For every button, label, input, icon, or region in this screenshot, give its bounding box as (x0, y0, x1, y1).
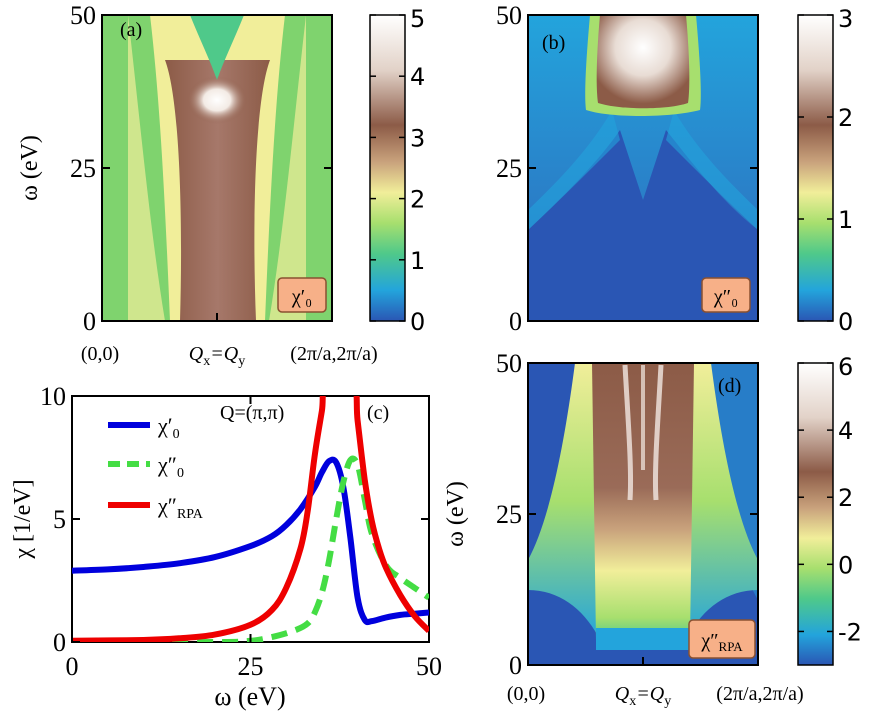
panel-c-legend: χ′0 χ″0 χ″RPA (108, 413, 204, 522)
xtick-label-start: (0,0) (507, 683, 545, 705)
colorbar-label: 3 (838, 5, 853, 33)
ytick-label: 25 (70, 154, 96, 183)
series-line-2 (72, 396, 429, 642)
panel-d-label: (d) (718, 375, 741, 397)
panel-c-label: (c) (367, 402, 389, 424)
panel-b-colorbar: 0 1 2 3 (797, 5, 853, 336)
panel-a-heatmap (101, 14, 333, 322)
series-line-0 (72, 456, 429, 626)
colorbar-label: 1 (410, 247, 425, 275)
panel-a-ylabel: ω (eV) (17, 135, 43, 201)
panel-a-yticks: 0 25 50 (70, 1, 332, 336)
colorbar-label: -2 (838, 618, 862, 646)
xtick-label-end: (2π/a,2π/a) (716, 683, 803, 705)
panel-c-annotation: Q=(π,π) (220, 402, 284, 424)
colorbar-label: 0 (410, 308, 425, 336)
colorbar-label: 0 (838, 308, 853, 336)
panel-c-frame (71, 395, 430, 643)
panel-b-label: (b) (542, 32, 565, 54)
panel-d-ylabel: ω (eV) (443, 481, 469, 547)
colorbar-label: 1 (838, 206, 853, 234)
panel-b-inset-label: χ″₀ (713, 286, 738, 308)
ytick-label: 5 (53, 505, 66, 534)
panel-c-ticks: 0 25 50 0 5 10 (40, 382, 442, 681)
panel-b-yticks: 0 25 50 (496, 1, 758, 336)
ytick-label: 0 (509, 651, 522, 680)
panel-d-yticks: 0 25 50 (496, 349, 758, 680)
panel-d-colorbar: -2 0 2 4 6 (797, 353, 862, 666)
xtick-label: 50 (416, 652, 442, 681)
xtick-label: 25 (238, 652, 264, 681)
ytick-label: 10 (40, 382, 66, 411)
colorbar-label: 2 (838, 104, 853, 132)
xtick-label-mid: Qx=Qy (615, 683, 671, 709)
ytick-label: 50 (496, 349, 522, 378)
panel-a-xticks: (0,0) Qx=Qy (2π/a,2π/a) (81, 313, 378, 369)
colorbar-label: 2 (410, 186, 425, 214)
panel-d-inset: χ″RPA (688, 619, 756, 659)
ytick-label: 0 (83, 307, 96, 336)
panel-a-colorbar: 0 1 2 3 4 5 (369, 5, 425, 336)
panel-c-ylabel: χ [1/eV] (10, 479, 36, 559)
legend-label-0: χ′0 (157, 413, 180, 442)
panel-d-xticks: (0,0) Qx=Qy (2π/a,2π/a) (507, 657, 804, 709)
xtick-label: 0 (66, 652, 79, 681)
ytick-label: 0 (53, 628, 66, 657)
panel-c-lines (72, 396, 429, 642)
xtick-label-mid: Qx=Qy (189, 343, 245, 369)
panel-b-heatmap (527, 14, 759, 322)
panel-b-inset: χ″₀ (701, 277, 751, 313)
ytick-label: 25 (496, 154, 522, 183)
colorbar-label: 6 (838, 353, 853, 381)
colorbar-label: 2 (838, 484, 853, 512)
colorbar-label: 4 (838, 417, 853, 445)
colorbar-label: 5 (410, 5, 425, 33)
colorbar-label: 0 (838, 551, 853, 579)
panel-b: (b) χ″₀ 0 25 50 0 1 2 3 (496, 1, 853, 336)
ytick-label: 50 (496, 1, 522, 30)
ytick-label: 50 (70, 1, 96, 30)
panel-a-inset-label: χ′₀ (291, 286, 312, 308)
panel-c: 0 25 50 0 5 10 ω (eV) χ [1/eV] Q=(π,π) (c) χ′… (10, 382, 442, 711)
ytick-label: 25 (496, 500, 522, 529)
ytick-label: 0 (509, 307, 522, 336)
colorbar-label: 3 (410, 124, 425, 152)
panel-c-xlabel: ω (eV) (214, 682, 285, 711)
xtick-label-start: (0,0) (81, 343, 119, 365)
panel-d: (d) χ″RPA ω (eV) 0 25 50 (0,0) Qx=Qy (2π/a,2… (443, 349, 862, 709)
panel-a-inset: χ′₀ (277, 277, 327, 313)
colorbar-label: 4 (410, 63, 425, 91)
legend-label-2: χ″RPA (157, 493, 204, 522)
panel-a-label: (a) (120, 19, 142, 41)
xtick-label-end: (2π/a,2π/a) (290, 343, 377, 365)
legend-label-1: χ″0 (157, 452, 184, 481)
